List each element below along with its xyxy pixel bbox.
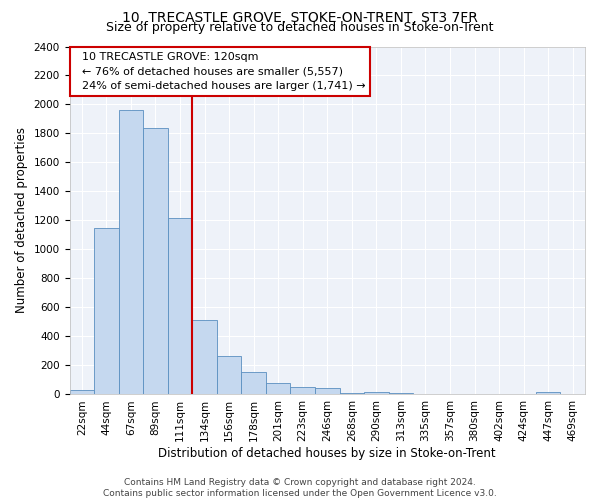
X-axis label: Distribution of detached houses by size in Stoke-on-Trent: Distribution of detached houses by size …	[158, 447, 496, 460]
Bar	[315, 388, 340, 394]
Bar	[364, 392, 389, 394]
Bar	[192, 320, 217, 394]
Bar	[143, 128, 168, 394]
Bar	[217, 356, 241, 395]
Bar	[241, 372, 266, 394]
Bar	[119, 110, 143, 395]
Text: 10, TRECASTLE GROVE, STOKE-ON-TRENT, ST3 7FR: 10, TRECASTLE GROVE, STOKE-ON-TRENT, ST3…	[122, 11, 478, 25]
Text: Contains HM Land Registry data © Crown copyright and database right 2024.
Contai: Contains HM Land Registry data © Crown c…	[103, 478, 497, 498]
Bar	[389, 392, 413, 394]
Bar	[266, 383, 290, 394]
Text: 10 TRECASTLE GROVE: 120sqm
  ← 76% of detached houses are smaller (5,557)
  24% : 10 TRECASTLE GROVE: 120sqm ← 76% of deta…	[74, 52, 365, 92]
Bar	[536, 392, 560, 394]
Bar	[290, 388, 315, 394]
Y-axis label: Number of detached properties: Number of detached properties	[15, 128, 28, 314]
Bar	[94, 228, 119, 394]
Text: Size of property relative to detached houses in Stoke-on-Trent: Size of property relative to detached ho…	[106, 21, 494, 34]
Bar	[168, 218, 192, 394]
Bar	[70, 390, 94, 394]
Bar	[340, 392, 364, 394]
